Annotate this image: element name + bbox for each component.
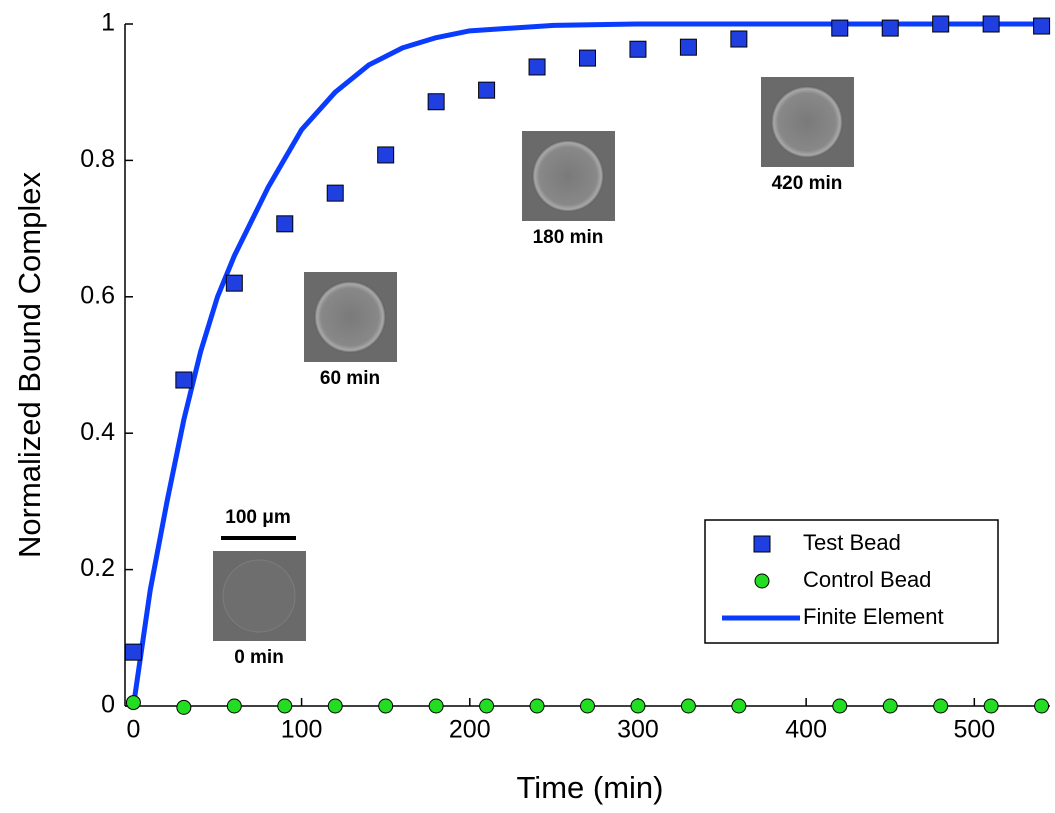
- test-bead-marker: [932, 15, 950, 33]
- x-tick-label: 400: [785, 716, 827, 744]
- fit-line: [130, 21, 1042, 707]
- inset-bead: [222, 559, 296, 633]
- y-tick-label: 0.4: [80, 418, 115, 446]
- control-bead-marker: [125, 695, 141, 711]
- test-bead-marker: [225, 274, 243, 292]
- test-bead-marker: [326, 184, 344, 202]
- test-bead-marker: [276, 215, 294, 233]
- control-bead-marker: [378, 698, 394, 714]
- control-bead-marker: [680, 698, 696, 714]
- control-bead-marker: [479, 698, 495, 714]
- x-tick-label: 200: [449, 716, 491, 744]
- y-tick-label: 0.6: [80, 281, 115, 309]
- x-tick-label: 100: [281, 716, 323, 744]
- test-bead-marker: [124, 643, 142, 661]
- control-bead-marker: [832, 698, 848, 714]
- control-bead-marker: [428, 698, 444, 714]
- test-bead-marker: [579, 49, 596, 67]
- inset-label: 180 min: [533, 227, 604, 248]
- control-bead-marker: [529, 698, 545, 714]
- x-tick-label: 300: [617, 716, 659, 744]
- test-bead-marker: [831, 19, 849, 37]
- test-bead-marker: [478, 81, 496, 99]
- legend-label: Test Bead: [803, 530, 901, 555]
- test-bead-marker: [528, 58, 546, 76]
- y-axis-label: Normalized Bound Complex: [12, 172, 47, 558]
- inset-bead: [314, 281, 386, 353]
- test-bead-marker: [679, 38, 697, 56]
- control-bead-marker: [933, 698, 949, 714]
- legend-label: Control Bead: [803, 567, 931, 592]
- inset-bead: [771, 86, 843, 158]
- test-bead-marker: [982, 15, 1000, 33]
- control-bead-marker: [1034, 698, 1050, 714]
- inset-label: 0 min: [234, 647, 284, 668]
- test-bead-marker: [175, 371, 193, 389]
- control-bead-marker: [226, 698, 242, 714]
- legend-swatch: [754, 573, 770, 589]
- test-bead-marker: [629, 40, 647, 58]
- inset-label: 420 min: [772, 173, 843, 194]
- legend-swatch: [753, 535, 771, 553]
- y-tick-label: 0: [101, 691, 115, 719]
- control-bead-marker: [882, 698, 898, 714]
- legend-label: Finite Element: [803, 604, 944, 629]
- control-bead-marker: [277, 698, 293, 714]
- inset-label: 60 min: [320, 368, 380, 389]
- test-bead-marker: [730, 30, 748, 48]
- inset-bead: [532, 140, 604, 212]
- control-bead-marker: [327, 698, 343, 714]
- x-tick-label: 500: [953, 716, 995, 744]
- scale-bar-label: 100 μm: [225, 507, 291, 528]
- test-bead-marker: [881, 19, 899, 37]
- test-bead-marker: [377, 146, 395, 164]
- y-tick-label: 1: [101, 9, 115, 37]
- control-bead-marker: [731, 698, 747, 714]
- test-bead-marker: [427, 93, 445, 111]
- control-bead-marker: [176, 699, 192, 715]
- control-bead-marker: [983, 698, 999, 714]
- y-tick-label: 0.2: [80, 554, 115, 582]
- x-axis-label: Time (min): [517, 770, 664, 805]
- y-tick-label: 0.8: [80, 145, 115, 173]
- x-tick-label: 0: [126, 716, 140, 744]
- test-bead-marker: [1033, 17, 1051, 35]
- control-bead-marker: [580, 698, 595, 714]
- control-bead-marker: [630, 698, 646, 714]
